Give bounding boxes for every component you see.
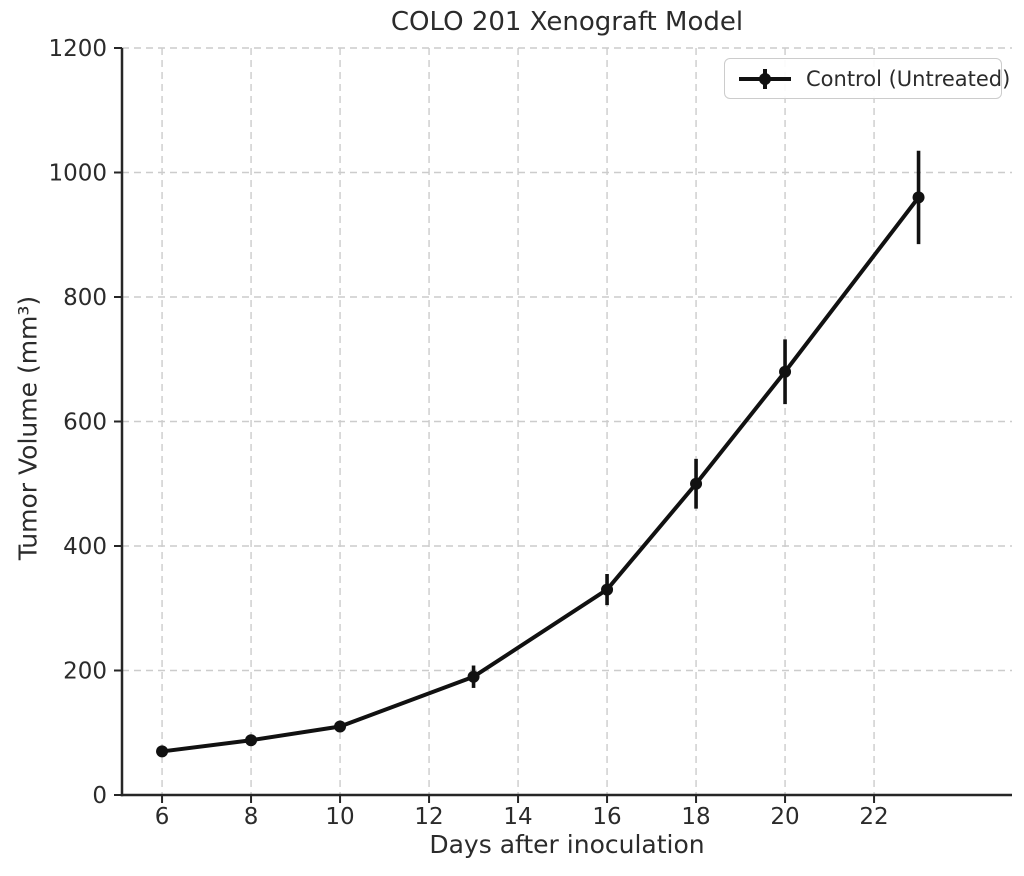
y-tick-label: 0: [92, 783, 107, 809]
y-tick-label: 200: [63, 659, 107, 685]
y-tick-label: 600: [63, 410, 107, 436]
x-tick-label: 10: [325, 804, 354, 830]
data-point-marker: [912, 191, 925, 204]
y-tick-label: 400: [63, 534, 107, 560]
data-point-marker: [156, 745, 169, 758]
y-axis-label: Tumor Volume (mm³): [13, 295, 43, 561]
data-point-marker: [779, 365, 792, 378]
legend-label: Control (Untreated): [806, 66, 1011, 91]
x-tick-label: 22: [859, 804, 888, 830]
x-tick-label: 6: [155, 804, 170, 830]
y-tick-label: 1200: [48, 36, 107, 62]
y-tick-label: 1000: [48, 161, 107, 187]
x-axis-label: Days after inoculation: [429, 830, 705, 859]
legend: Control (Untreated): [724, 58, 1010, 99]
y-tick-label: 800: [63, 285, 107, 311]
data-point-marker: [334, 720, 347, 733]
chart-title: COLO 201 Xenograft Model: [390, 7, 744, 37]
x-tick-label: 12: [414, 804, 443, 830]
legend-sample-errorbar-icon: [739, 68, 791, 89]
x-tick-label: 8: [244, 804, 259, 830]
x-tick-label: 14: [503, 804, 532, 830]
series-line: [160, 195, 921, 754]
x-tick-label: 18: [681, 804, 710, 830]
data-point-marker: [245, 734, 258, 747]
data-point-marker: [601, 583, 614, 596]
x-tick-label: 20: [770, 804, 799, 830]
legend-marker: [759, 72, 771, 85]
data-point-marker: [690, 477, 703, 490]
data-point-marker: [467, 670, 480, 683]
x-tick-label: 16: [592, 804, 621, 830]
